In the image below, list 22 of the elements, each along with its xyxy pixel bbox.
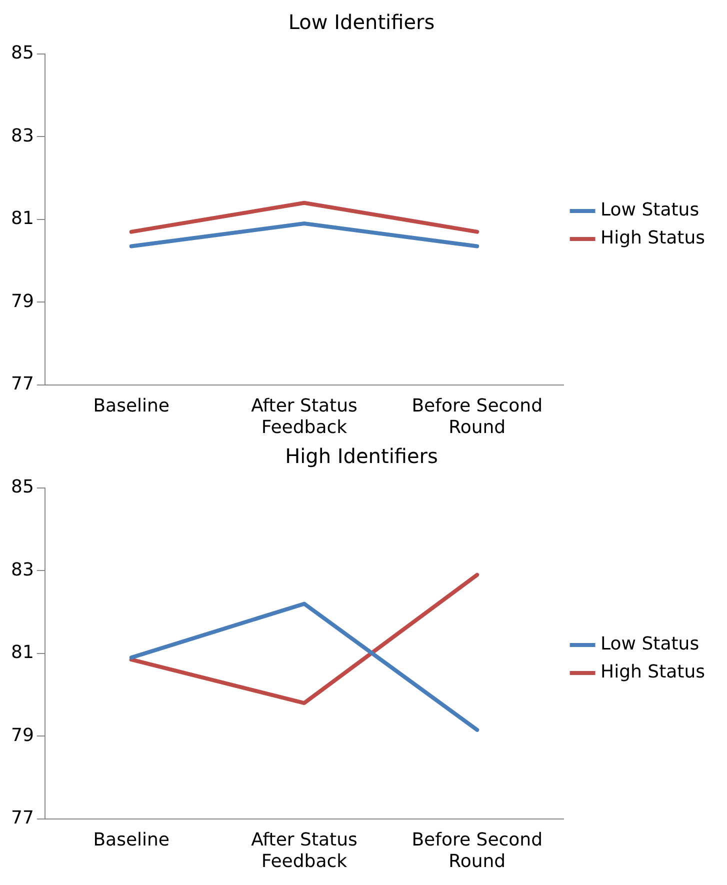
legend-label: Low Status <box>600 200 700 221</box>
legend-label: High Status <box>600 228 706 249</box>
chart-title: Low Identifiers <box>288 10 435 34</box>
y-tick-label: 79 <box>11 290 34 312</box>
y-tick-label: 81 <box>11 642 34 664</box>
y-tick-label: 85 <box>11 476 34 498</box>
legend-label: Low Status <box>600 634 700 655</box>
x-tick-label: Baseline <box>93 395 170 416</box>
y-tick-label: 81 <box>11 208 34 230</box>
y-tick-label: 83 <box>11 125 34 146</box>
x-tick-label: Baseline <box>93 829 170 850</box>
y-tick-label: 77 <box>11 807 34 828</box>
y-tick-label: 79 <box>11 724 34 746</box>
legend-label: High Status <box>600 662 706 683</box>
x-tick-label: After Status Feedback <box>251 395 358 438</box>
x-tick-label: Before Second Round <box>412 395 543 438</box>
y-tick-label: 85 <box>11 42 34 64</box>
x-tick-label: Before Second Round <box>412 829 543 872</box>
chart-title: High Identifiers <box>285 444 438 468</box>
x-tick-label: After Status Feedback <box>251 829 358 872</box>
y-tick-label: 83 <box>11 559 34 580</box>
y-tick-label: 77 <box>11 373 34 394</box>
